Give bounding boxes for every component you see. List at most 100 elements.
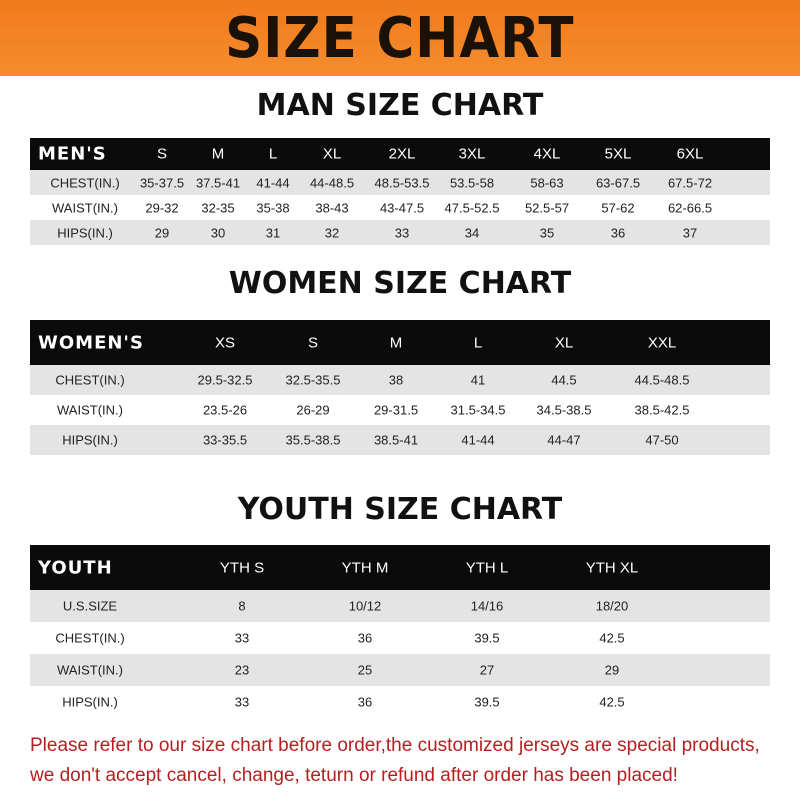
table-cell: 23 [234, 662, 250, 678]
table-cell: 8 [238, 598, 246, 614]
table-cell: 33 [234, 630, 250, 646]
table-cell: 35-37.5 [139, 175, 185, 190]
table-cell: L [473, 334, 483, 351]
row-label: CHEST(IN.) [55, 372, 125, 388]
table-cell: 4XL [533, 145, 561, 163]
table-row: WAIST(IN.) 29-32 32-35 35-38 38-43 43-47.5 47.… [30, 195, 770, 220]
table-cell: XL [554, 334, 574, 351]
table-cell: XXL [647, 334, 677, 351]
table-cell: S [156, 145, 168, 163]
row-label: WOMEN'S [38, 332, 144, 353]
table-cell: 35 [539, 225, 555, 240]
table-cell: 29-32 [145, 200, 179, 215]
table-cell: 57-62 [601, 200, 635, 215]
banner-title: SIZE CHART [225, 5, 575, 71]
row-label: CHEST(IN.) [50, 175, 120, 190]
table-cell: 62-66.5 [667, 200, 713, 215]
table-cell: 44.5 [551, 372, 577, 388]
table-cell: 29-31.5 [373, 402, 419, 418]
table-cell: 58-63 [530, 175, 564, 190]
table-cell: 39.5 [474, 694, 500, 710]
table-cell: XS [214, 334, 236, 351]
header-row: YOUTH YTH S YTH M YTH L YTH XL [30, 545, 770, 590]
table-cell: 31 [265, 225, 281, 240]
table-cell: 37 [682, 225, 698, 240]
table-cell: 35-38 [256, 200, 290, 215]
table-cell: 34.5-38.5 [536, 402, 592, 418]
table-cell: 63-67.5 [595, 175, 641, 190]
table-row: HIPS(IN.) 29 30 31 32 33 34 35 36 37 [30, 220, 770, 245]
table-cell: 44-47 [547, 432, 581, 448]
table-cell: 42.5 [599, 630, 625, 646]
table-cell: 41-44 [256, 175, 290, 190]
table-cell: YTH S [219, 559, 265, 576]
table-cell: 53.5-58 [449, 175, 495, 190]
table-cell: 29 [604, 662, 620, 678]
table-cell: 47.5-52.5 [444, 200, 500, 215]
table-cell: 38 [388, 372, 404, 388]
table-cell: 38-43 [315, 200, 349, 215]
table-cell: 48.5-53.5 [374, 175, 430, 190]
table-cell: 67.5-72 [667, 175, 713, 190]
table-cell: 35.5-38.5 [285, 432, 341, 448]
table-cell: M [389, 334, 403, 351]
row-label: HIPS(IN.) [62, 694, 118, 710]
table-cell: 18/20 [595, 598, 629, 614]
table-cell: YTH M [341, 559, 389, 576]
youth-chart-title: YOUTH SIZE CHART [237, 492, 563, 527]
table-cell: 37.5-41 [195, 175, 241, 190]
table-cell: XL [322, 145, 342, 163]
notice-line-2: we don't accept cancel, change, teturn o… [30, 765, 678, 786]
table-cell: YTH L [465, 559, 509, 576]
table-cell: 52.5-57 [524, 200, 570, 215]
header-row: WOMEN'S XS S M L XL XXL [30, 320, 770, 365]
table-cell: 34 [464, 225, 480, 240]
table-cell: 31.5-34.5 [450, 402, 506, 418]
table-cell: 41-44 [461, 432, 495, 448]
men-size-table: MEN'S S M L XL 2XL 3XL 4XL 5XL 6XL CHEST(IN.) 35-37… [30, 138, 770, 245]
table-cell: 5XL [604, 145, 632, 163]
table-cell: 3XL [458, 145, 486, 163]
table-row: HIPS(IN.) 33-35.5 35.5-38.5 38.5-41 41-44 44-… [30, 425, 770, 455]
row-label: WAIST(IN.) [57, 402, 123, 418]
table-row: HIPS(IN.) 33 36 39.5 42.5 [30, 686, 770, 718]
table-cell: 27 [479, 662, 495, 678]
table-row: CHEST(IN.) 29.5-32.5 32.5-35.5 38 41 44.5 44.5… [30, 365, 770, 395]
table-cell: 44-48.5 [309, 175, 355, 190]
table-cell: 36 [357, 694, 373, 710]
table-cell: 2XL [388, 145, 416, 163]
table-row: WAIST(IN.) 23 25 27 29 [30, 654, 770, 686]
table-cell: 38.5-41 [373, 432, 419, 448]
size-chart-banner: SIZE CHART [0, 0, 800, 76]
row-label: WAIST(IN.) [57, 662, 123, 678]
women-size-table: WOMEN'S XS S M L XL XXL CHEST(IN.) 29.5-32.5 32.5… [30, 320, 770, 455]
row-label: HIPS(IN.) [62, 432, 118, 448]
table-cell: 30 [210, 225, 226, 240]
table-cell: 41 [470, 372, 486, 388]
table-cell: YTH XL [585, 559, 639, 576]
table-cell: 29.5-32.5 [197, 372, 253, 388]
table-cell: S [307, 334, 319, 351]
table-cell: 26-29 [296, 402, 330, 418]
row-label: HIPS(IN.) [57, 225, 113, 240]
row-label: WAIST(IN.) [52, 200, 118, 215]
table-cell: 36 [357, 630, 373, 646]
table-cell: M [211, 145, 225, 163]
table-row: U.S.SIZE 8 10/12 14/16 18/20 [30, 590, 770, 622]
youth-size-table: YOUTH YTH S YTH M YTH L YTH XL U.S.SIZE 8 10/12… [30, 545, 770, 718]
table-cell: 14/16 [470, 598, 504, 614]
table-cell: L [268, 145, 278, 163]
table-cell: 33-35.5 [202, 432, 248, 448]
women-chart-title: WOMEN SIZE CHART [228, 266, 572, 301]
table-cell: 43-47.5 [379, 200, 425, 215]
row-label: MEN'S [38, 143, 107, 165]
row-label: YOUTH [38, 557, 113, 578]
table-cell: 29 [154, 225, 170, 240]
table-row: CHEST(IN.) 33 36 39.5 42.5 [30, 622, 770, 654]
table-cell: 6XL [676, 145, 704, 163]
table-cell: 32 [324, 225, 340, 240]
table-cell: 33 [234, 694, 250, 710]
notice-line-1: Please refer to our size chart before or… [30, 735, 760, 756]
table-cell: 33 [394, 225, 410, 240]
row-label: CHEST(IN.) [55, 630, 125, 646]
